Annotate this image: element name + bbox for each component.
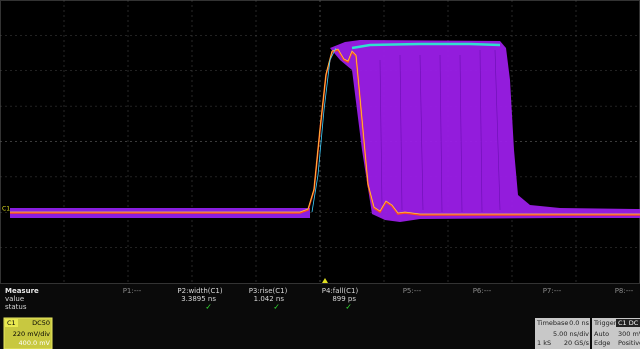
persistence-envelope xyxy=(330,40,640,222)
timebase-scale: 5.00 ns/div xyxy=(553,330,589,338)
timebase-title: Timebase xyxy=(536,319,568,327)
channel-marker: C1 xyxy=(2,206,10,213)
param-value: 899 ps xyxy=(332,295,356,303)
trigger-position-marker xyxy=(322,278,328,283)
timebase-rate: 20 GS/s xyxy=(564,339,590,347)
param-status: ✓ xyxy=(205,303,212,312)
timebase-delay: 0.0 ns xyxy=(569,319,590,327)
trigger-mode: Auto xyxy=(594,330,609,338)
trace-top xyxy=(351,42,501,50)
timebase-box xyxy=(535,318,590,349)
channel-scale: 220 mV/div xyxy=(13,330,50,338)
param-name: P6:--- xyxy=(473,287,492,295)
param-name: P1:--- xyxy=(123,287,142,295)
channel-coupling: DC50 xyxy=(32,319,50,327)
param-name: P5:--- xyxy=(403,287,422,295)
param-name: P8:--- xyxy=(615,287,634,295)
trace-edge xyxy=(311,47,337,213)
trace-main-glow xyxy=(10,48,640,215)
param-value: 3.3895 ns xyxy=(181,295,216,303)
parameters: P1:--- P2:width(C1)3.3895 ns✓P3:rise(C1)1… xyxy=(123,287,634,312)
trigger-type: Edge xyxy=(594,339,610,347)
timebase-samples: 1 kS xyxy=(537,339,551,347)
trigger-source-tag xyxy=(616,319,640,327)
param-value: 1.042 ns xyxy=(254,295,285,303)
param-name: P2:width(C1) xyxy=(177,287,222,295)
trigger-title: Trigger xyxy=(593,319,617,327)
row-label: value xyxy=(5,295,24,303)
channel-name: C1 xyxy=(7,319,16,327)
param-status: ✓ xyxy=(345,303,352,312)
trigger-source: C1 DC xyxy=(618,319,639,327)
param-name: P3:rise(C1) xyxy=(249,287,288,295)
envelope-texture xyxy=(379,49,501,213)
trigger-level: 300 mV xyxy=(618,330,640,338)
measure-panel xyxy=(0,284,640,349)
row-label: status xyxy=(5,303,27,311)
param-name: P7:--- xyxy=(543,287,562,295)
channel-offset: 400.0 mV xyxy=(19,339,51,347)
measure-title: Measure xyxy=(5,287,39,295)
param-name: P4:fall(C1) xyxy=(322,287,359,295)
param-status: ✓ xyxy=(273,303,280,312)
channel-tag xyxy=(5,319,18,327)
trigger-slope: Positive xyxy=(618,339,640,347)
